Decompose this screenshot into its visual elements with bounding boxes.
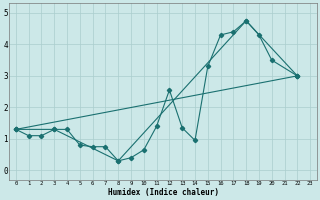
- X-axis label: Humidex (Indice chaleur): Humidex (Indice chaleur): [108, 188, 219, 197]
